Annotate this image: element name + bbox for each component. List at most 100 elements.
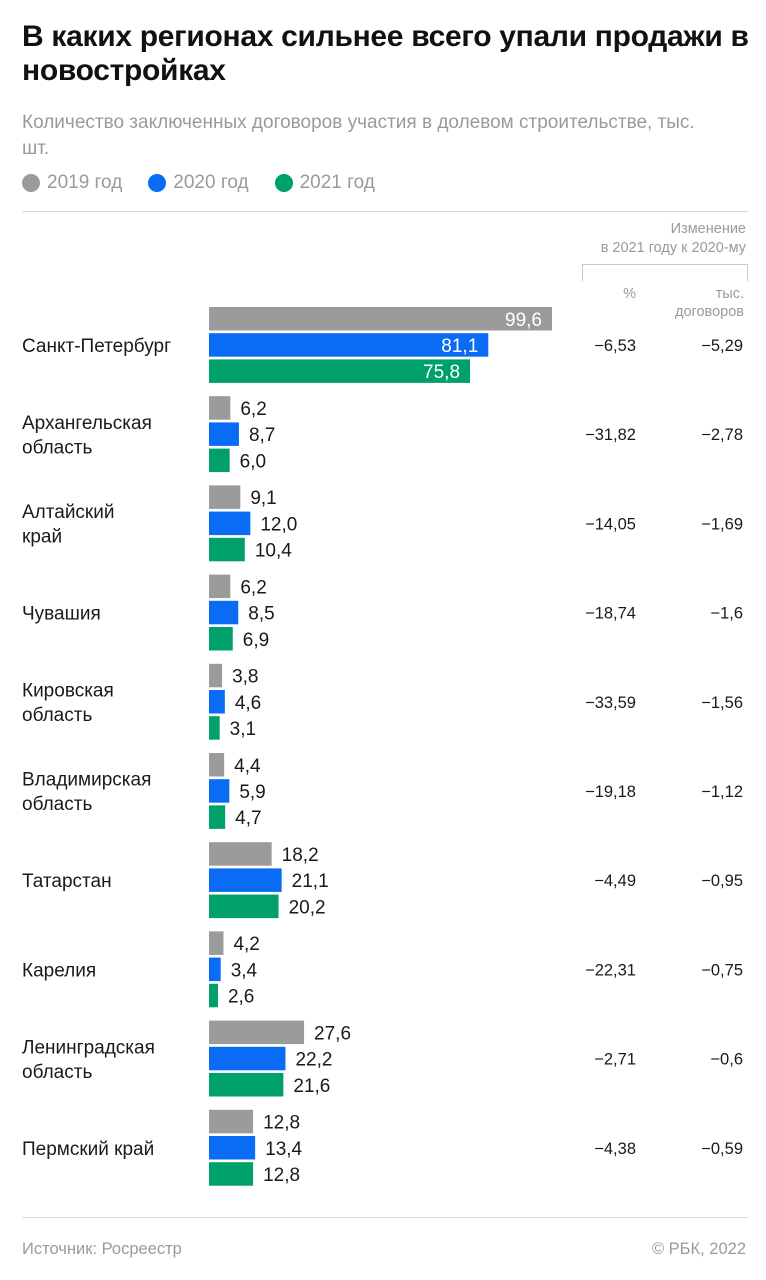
change-abs-value: −0,6 bbox=[710, 1051, 743, 1069]
bar bbox=[209, 485, 241, 509]
change-header-bracket bbox=[582, 264, 748, 281]
bar bbox=[209, 627, 233, 651]
bar-value-label: 2,6 bbox=[228, 987, 254, 1008]
legend-label-2020: 2020 год bbox=[173, 172, 249, 193]
category-label: Чувашия bbox=[22, 604, 101, 625]
bar-value-label: 13,4 bbox=[265, 1139, 302, 1160]
bar bbox=[209, 537, 245, 562]
top-divider bbox=[22, 211, 748, 212]
bar-value-label: 4,2 bbox=[233, 934, 259, 955]
bar bbox=[209, 957, 221, 982]
change-pct-value: −2,71 bbox=[594, 1051, 636, 1069]
bar-value-label: 6,9 bbox=[243, 630, 269, 651]
category-label: Архангельская bbox=[22, 413, 152, 434]
bar-value-label: 3,8 bbox=[232, 667, 258, 688]
change-abs-value: −1,69 bbox=[701, 515, 743, 533]
change-abs-value: −1,6 bbox=[710, 605, 743, 623]
change-pct-value: −31,82 bbox=[585, 426, 636, 444]
category-label: область bbox=[22, 1062, 92, 1083]
category-label: область bbox=[22, 794, 92, 815]
bar bbox=[209, 574, 231, 599]
bar bbox=[209, 511, 251, 536]
change-header-line1: Изменение bbox=[670, 221, 746, 237]
change-pct-value: −6,53 bbox=[594, 337, 636, 355]
bar bbox=[209, 307, 552, 331]
bar-value-label: 8,7 bbox=[249, 425, 275, 446]
change-abs-value: −5,29 bbox=[701, 337, 743, 355]
bar bbox=[209, 359, 471, 383]
bar-value-label: 12,8 bbox=[263, 1165, 300, 1186]
col-head-abs: тыс. договоров bbox=[650, 285, 744, 321]
legend-swatch-2020 bbox=[148, 174, 167, 192]
bar bbox=[209, 396, 231, 420]
bar bbox=[209, 842, 272, 866]
bar bbox=[209, 1136, 256, 1160]
bar bbox=[209, 868, 282, 892]
bar-value-label: 21,6 bbox=[293, 1076, 330, 1097]
bar-value-label: 10,4 bbox=[255, 541, 292, 562]
col-head-abs-line1: тыс. bbox=[715, 286, 744, 302]
bar-value-label: 6,2 bbox=[240, 577, 266, 598]
category-label: Татарстан bbox=[22, 871, 112, 892]
bar-value-label: 9,1 bbox=[250, 488, 276, 509]
bar bbox=[209, 333, 489, 357]
bar-value-label: 4,7 bbox=[235, 808, 261, 829]
bar bbox=[209, 448, 230, 473]
col-head-pct-label: % bbox=[623, 286, 636, 302]
category-label: Ленинградская bbox=[22, 1037, 155, 1058]
bar-value-label: 3,1 bbox=[230, 719, 256, 740]
change-header: Изменение в 2021 году к 2020-му bbox=[570, 220, 746, 258]
bar bbox=[209, 600, 239, 625]
bar bbox=[209, 690, 225, 714]
bottom-divider bbox=[22, 1217, 748, 1218]
change-abs-value: −0,95 bbox=[701, 872, 743, 890]
bar-value-label: 3,4 bbox=[231, 960, 258, 981]
change-abs-value: −0,59 bbox=[701, 1140, 743, 1158]
category-label: Карелия bbox=[22, 960, 96, 981]
bar-value-label: 4,6 bbox=[235, 693, 261, 714]
category-label: Санкт-Петербург bbox=[22, 336, 171, 357]
category-label: Владимирская bbox=[22, 770, 151, 791]
change-header-line2: в 2021 году к 2020-му bbox=[600, 240, 746, 256]
bar bbox=[209, 716, 220, 740]
change-pct-value: −22,31 bbox=[585, 961, 636, 979]
bar-value-label: 75,8 bbox=[423, 362, 460, 383]
change-pct-value: −14,05 bbox=[585, 515, 636, 533]
bar bbox=[209, 779, 230, 803]
bar-value-label: 8,5 bbox=[248, 604, 274, 625]
bar-value-label: 22,2 bbox=[295, 1050, 332, 1071]
bar-value-label: 6,0 bbox=[240, 451, 266, 472]
bar bbox=[209, 1109, 254, 1134]
bar-value-label: 27,6 bbox=[314, 1023, 351, 1044]
legend-swatch-2019 bbox=[22, 174, 40, 192]
bar-value-label: 4,4 bbox=[234, 756, 261, 777]
bar bbox=[209, 663, 223, 688]
bar-value-label: 21,1 bbox=[292, 871, 329, 892]
category-label: край bbox=[22, 527, 62, 548]
bar bbox=[209, 753, 225, 777]
bar-value-label: 99,6 bbox=[505, 310, 542, 331]
legend: 2019 год 2020 год 2021 год bbox=[22, 170, 401, 196]
bar bbox=[209, 983, 218, 1008]
bar-value-label: 6,2 bbox=[240, 399, 266, 420]
legend-item-2020: 2020 год bbox=[148, 172, 249, 194]
footer-copyright: © РБК, 2022 bbox=[651, 1240, 746, 1258]
bar bbox=[209, 894, 279, 919]
bar-value-label: 81,1 bbox=[441, 336, 478, 357]
change-abs-value: −0,75 bbox=[701, 961, 743, 979]
footer-source: Источник: Росреестр bbox=[22, 1240, 182, 1258]
category-label: Алтайский bbox=[22, 502, 114, 523]
bar bbox=[209, 805, 226, 829]
legend-swatch-2021 bbox=[274, 174, 293, 192]
col-head-abs-line2: договоров bbox=[675, 304, 744, 320]
bar bbox=[209, 1162, 254, 1186]
bar bbox=[209, 931, 224, 955]
change-pct-value: −18,74 bbox=[585, 605, 636, 623]
bar-value-label: 5,9 bbox=[239, 782, 265, 803]
bar bbox=[209, 422, 239, 446]
bar-value-label: 12,0 bbox=[260, 514, 297, 535]
category-label: Пермский край bbox=[22, 1139, 154, 1160]
legend-item-2021: 2021 год bbox=[274, 172, 375, 194]
change-abs-value: −2,78 bbox=[701, 426, 743, 444]
legend-item-2019: 2019 год bbox=[22, 172, 122, 194]
